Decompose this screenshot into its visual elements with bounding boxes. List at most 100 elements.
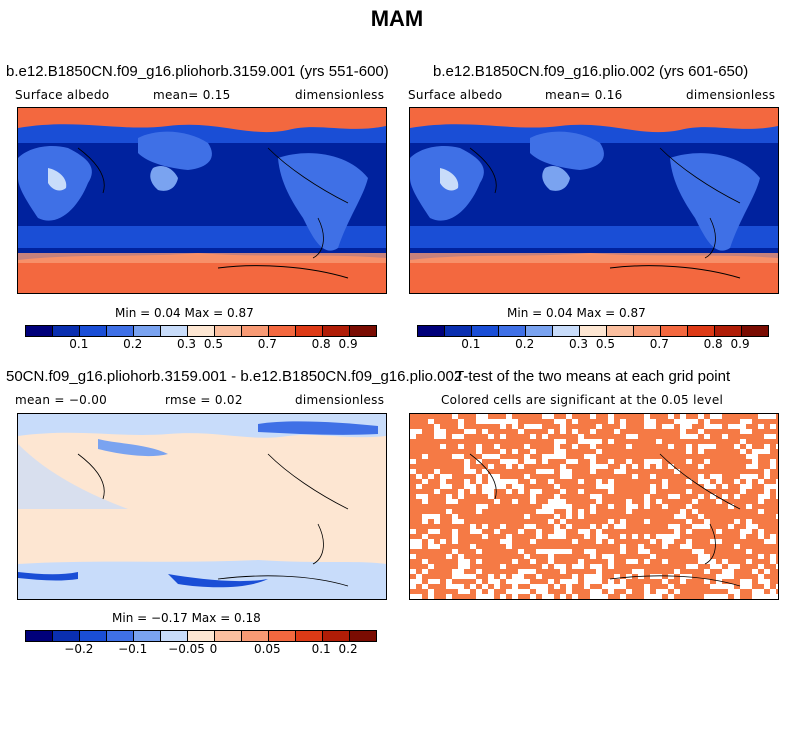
significant-cell — [416, 509, 422, 514]
significant-cell — [536, 484, 542, 489]
significant-cell — [746, 469, 752, 474]
significant-cell — [722, 589, 728, 594]
significant-cell — [776, 534, 778, 539]
significant-cell — [710, 524, 716, 529]
significant-cell — [758, 454, 764, 459]
colorbar-swatch — [242, 631, 269, 641]
panel1-colorbar — [25, 325, 377, 337]
significant-cell — [590, 569, 596, 574]
significant-cell — [632, 529, 638, 534]
significant-cell — [716, 549, 722, 554]
significant-cell — [476, 539, 482, 544]
significant-cell — [440, 559, 446, 564]
significant-cell — [680, 439, 686, 444]
significant-cell — [440, 489, 446, 494]
significant-cell — [608, 574, 614, 579]
significant-cell — [464, 539, 470, 544]
significant-cell — [692, 554, 698, 559]
significant-cell — [584, 594, 590, 599]
significant-cell — [764, 514, 770, 519]
significant-cell — [758, 544, 764, 549]
significant-cell — [728, 464, 734, 469]
significant-cell — [692, 459, 698, 464]
significant-cell — [632, 594, 638, 599]
significant-cell — [578, 569, 584, 574]
significant-cell — [434, 494, 440, 499]
significant-cell — [440, 579, 446, 584]
significant-cell — [608, 514, 614, 519]
significant-cell — [692, 464, 698, 469]
significant-cell — [476, 519, 482, 524]
significant-cell — [446, 564, 452, 569]
significant-cell — [458, 414, 464, 419]
significant-cell — [440, 514, 446, 519]
significant-cell — [440, 569, 446, 574]
significant-cell — [662, 514, 668, 519]
panel4-map — [409, 413, 779, 600]
significant-cell — [728, 519, 734, 524]
significant-cell — [626, 544, 632, 549]
significant-cell — [710, 514, 716, 519]
significant-cell — [494, 574, 500, 579]
significant-cell — [560, 509, 566, 514]
significant-cell — [722, 504, 728, 509]
significant-cell — [746, 554, 752, 559]
significant-cell — [446, 569, 452, 574]
significant-cell — [506, 594, 512, 599]
significant-cell — [584, 509, 590, 514]
colorbar-label: 0.8 — [703, 337, 723, 351]
significant-cell — [662, 429, 668, 434]
significant-cell — [638, 519, 644, 524]
significant-cell — [674, 444, 680, 449]
significant-cell — [446, 514, 452, 519]
significant-cell — [446, 444, 452, 449]
significant-cell — [584, 489, 590, 494]
significant-cell — [656, 474, 662, 479]
significant-cell — [770, 494, 776, 499]
significant-cell — [452, 419, 458, 424]
significant-cell — [548, 439, 554, 444]
significant-cell — [752, 584, 758, 589]
significant-cell — [446, 449, 452, 454]
significant-cell — [560, 459, 566, 464]
significant-cell — [650, 524, 656, 529]
significant-cell — [422, 459, 428, 464]
significant-cell — [776, 424, 778, 429]
significant-cell — [458, 524, 464, 529]
significant-cell — [536, 594, 542, 599]
significant-cell — [740, 589, 746, 594]
significant-cell — [590, 499, 596, 504]
significant-cell — [434, 484, 440, 489]
significant-cell — [608, 549, 614, 554]
significant-cell — [740, 444, 746, 449]
significant-cell — [542, 539, 548, 544]
significant-cell — [674, 414, 680, 419]
significant-cell — [452, 504, 458, 509]
colorbar-swatch — [269, 326, 296, 336]
significant-cell — [602, 549, 608, 554]
significant-cell — [674, 564, 680, 569]
significant-cell — [416, 434, 422, 439]
significant-cell — [674, 434, 680, 439]
significant-cell — [776, 569, 778, 574]
significant-cell — [464, 504, 470, 509]
significant-cell — [542, 419, 548, 424]
significant-cell — [524, 469, 530, 474]
significant-cell — [578, 594, 584, 599]
significant-cell — [578, 534, 584, 539]
significant-cell — [752, 504, 758, 509]
significant-cell — [764, 429, 770, 434]
significant-cell — [680, 524, 686, 529]
significant-cell — [650, 429, 656, 434]
significant-cell — [578, 579, 584, 584]
significant-cell — [674, 479, 680, 484]
significant-cell — [494, 469, 500, 474]
significant-cell — [548, 489, 554, 494]
significant-cell — [428, 414, 434, 419]
significant-cell — [626, 494, 632, 499]
significant-cell — [710, 569, 716, 574]
significant-cell — [470, 539, 476, 544]
significant-cell — [752, 519, 758, 524]
significant-cell — [650, 559, 656, 564]
significant-cell — [452, 509, 458, 514]
